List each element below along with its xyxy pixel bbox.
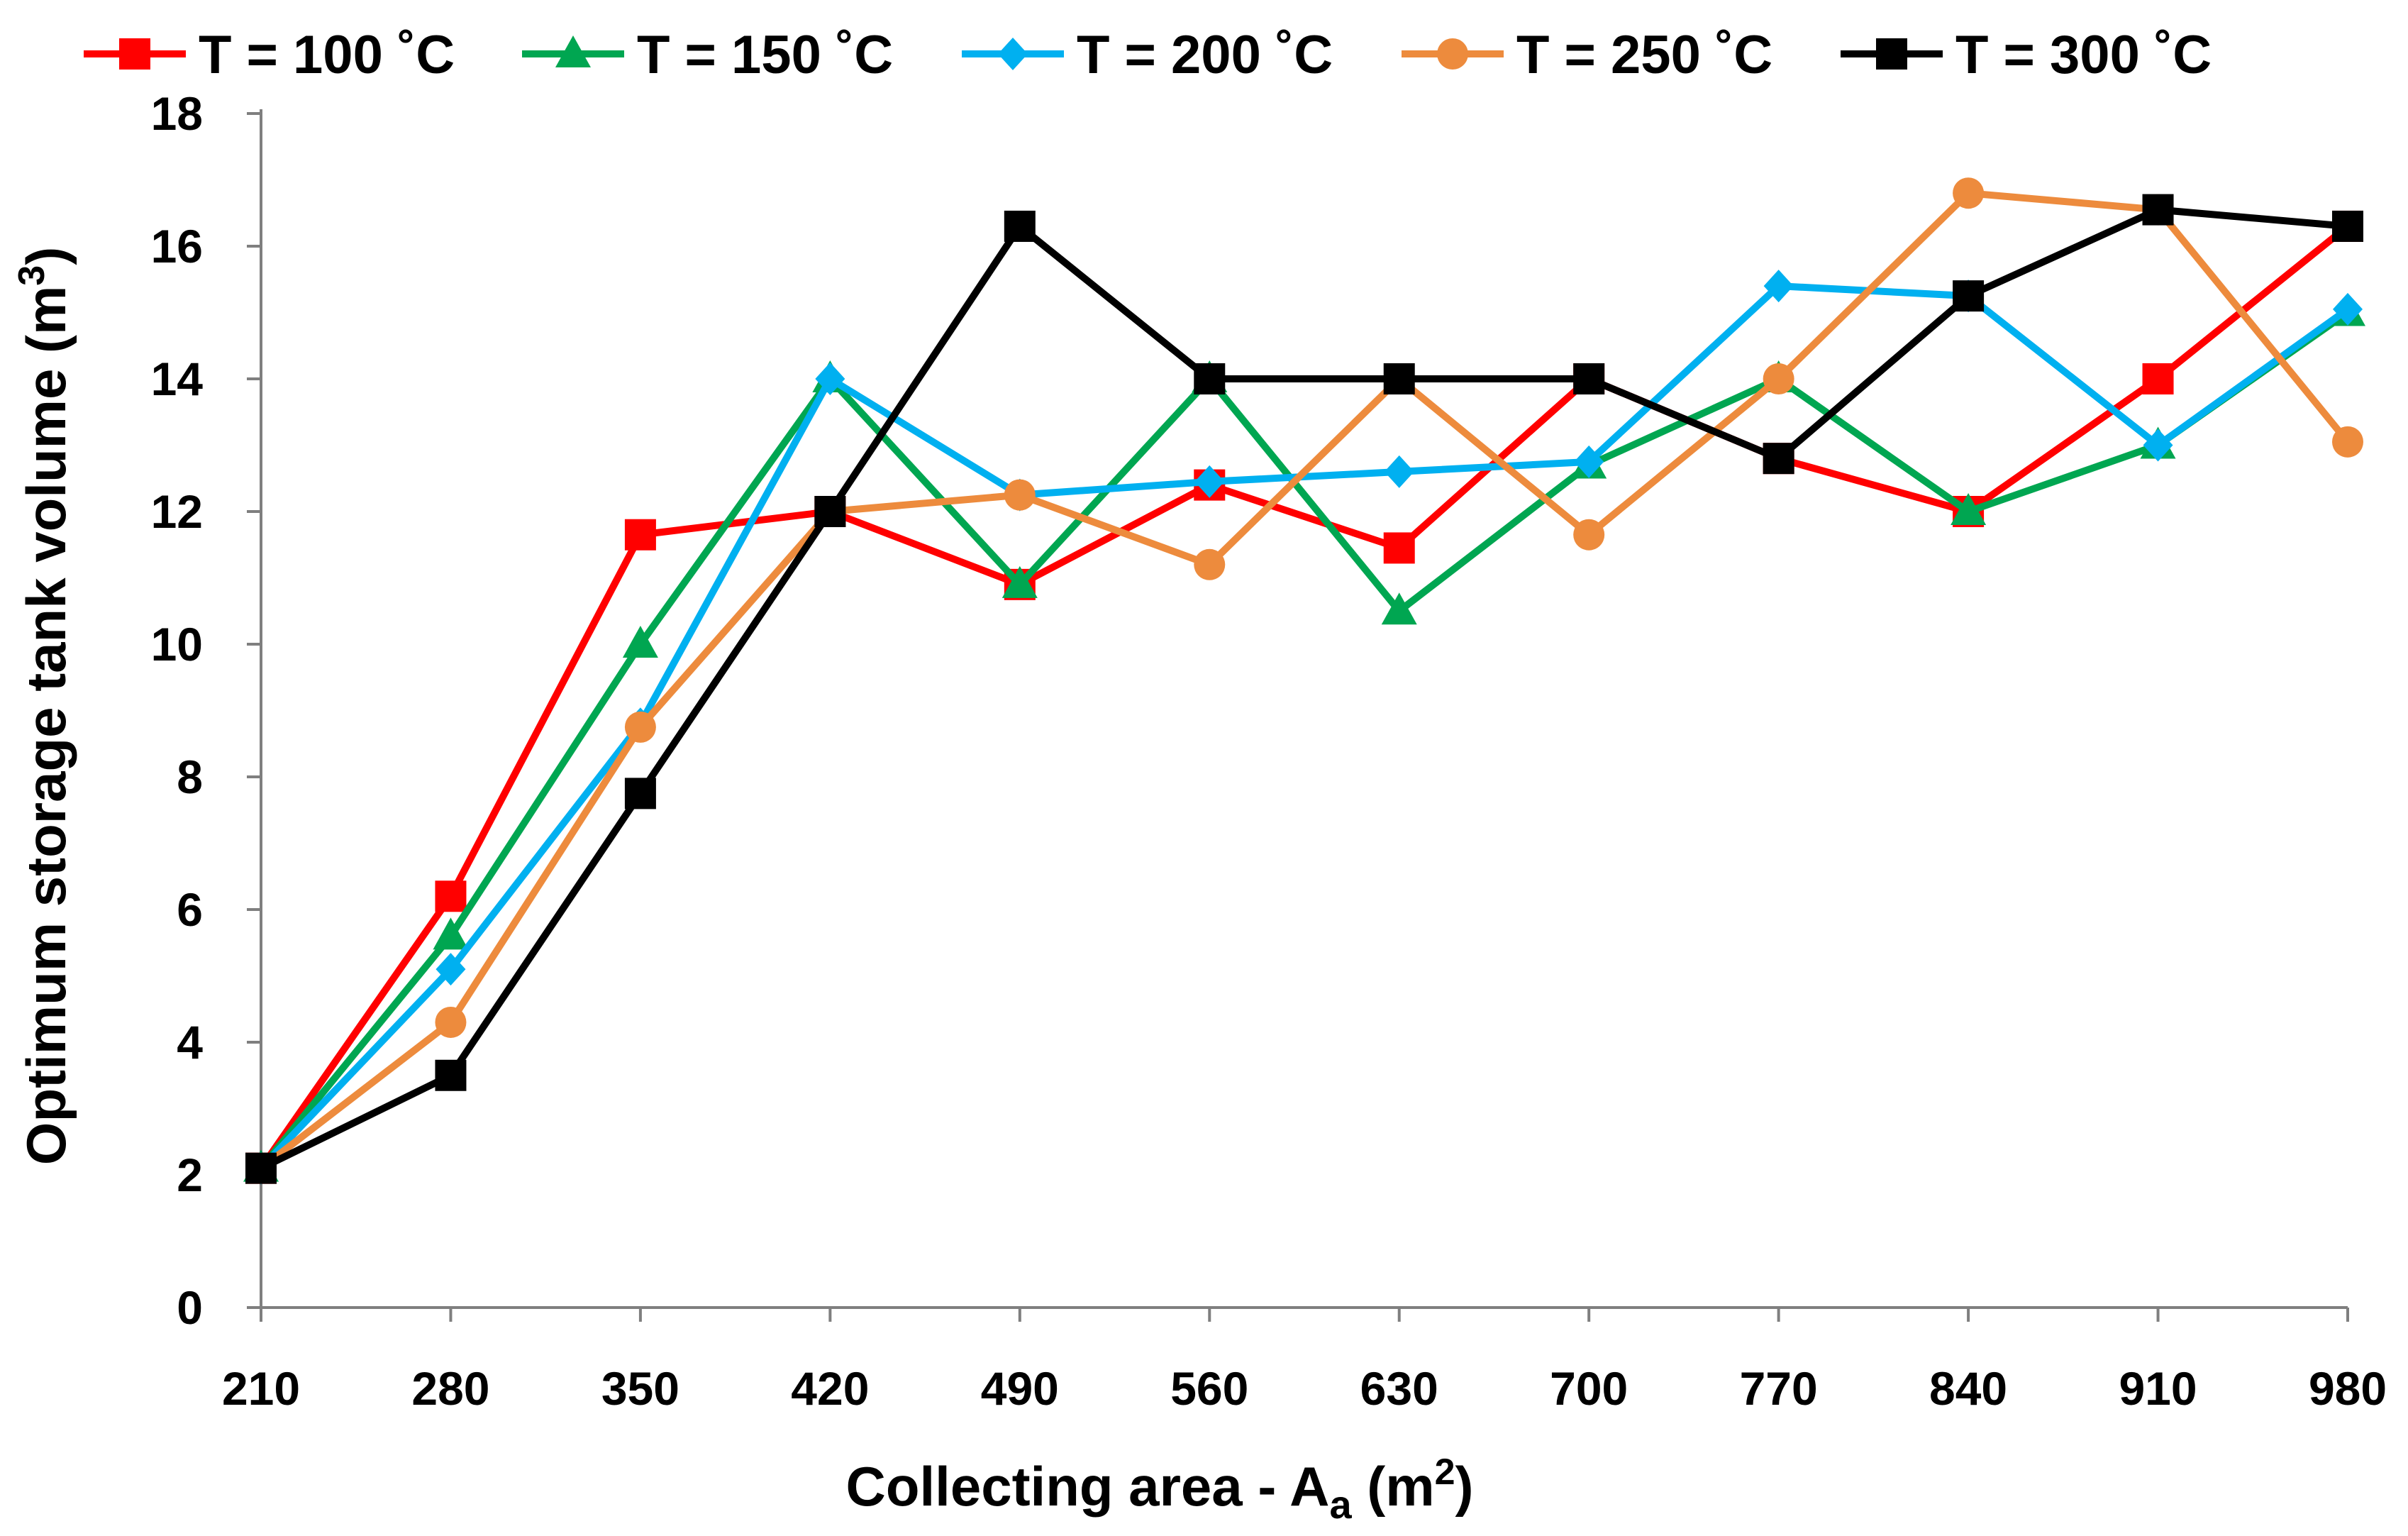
data-point	[1573, 363, 1605, 394]
data-point	[2333, 292, 2363, 326]
y-axis-ticks: 0 2 4 6 8 10 12 14 16 18	[151, 87, 261, 1334]
data-point	[624, 778, 656, 810]
data-point	[1953, 280, 1985, 312]
legend-label: T = 200 ˚C	[1077, 25, 1333, 85]
x-tick-label: 840	[1929, 1362, 2007, 1415]
series-line	[257, 309, 2351, 1172]
data-point	[814, 496, 846, 527]
data-point	[1004, 479, 1036, 511]
x-tick-label: 910	[2119, 1362, 2197, 1415]
data-point	[815, 363, 845, 395]
series-3	[246, 270, 2363, 1185]
series-line	[257, 222, 2351, 1172]
x-axis-ticks: 210 280 350 420 490 560 630 700 770 840 910 980	[222, 1308, 2387, 1415]
data-point	[1573, 519, 1605, 551]
y-tick-label: 8	[177, 751, 203, 803]
legend-marker	[119, 38, 150, 70]
data-point	[2332, 210, 2363, 242]
x-axis-title: Collecting area - Aa (m2)	[846, 1452, 1474, 1527]
data-point	[435, 1059, 467, 1091]
data-point	[1763, 270, 1794, 303]
legend-item-3: T = 200 ˚C	[962, 25, 1333, 85]
series-layer	[243, 177, 2365, 1185]
legend-marker	[998, 38, 1028, 70]
y-tick-label: 12	[151, 485, 203, 538]
y-tick-label: 10	[151, 618, 203, 670]
x-tick-label: 210	[222, 1362, 300, 1415]
data-point	[1194, 465, 1225, 498]
data-point	[2142, 194, 2174, 226]
data-point	[435, 1006, 467, 1038]
series-line	[257, 189, 2351, 1172]
x-tick-label: 490	[981, 1362, 1059, 1415]
data-point	[1384, 455, 1414, 488]
y-tick-label: 4	[177, 1016, 203, 1068]
data-point	[2143, 429, 2173, 462]
data-point	[435, 880, 467, 912]
x-tick-label: 280	[411, 1362, 489, 1415]
y-axis-title: Optimum storage tank volume (m3)	[11, 247, 77, 1165]
data-point	[622, 626, 658, 658]
data-point	[1383, 363, 1415, 394]
x-tick-label: 630	[1360, 1362, 1438, 1415]
y-tick-label: 14	[151, 353, 204, 405]
y-tick-label: 2	[177, 1149, 203, 1201]
data-point	[1194, 363, 1226, 394]
series-line	[257, 206, 2351, 1172]
axes	[260, 109, 2348, 1309]
data-point	[1194, 548, 1226, 580]
data-point	[435, 953, 466, 986]
legend-item-1: T = 100 ˚C	[84, 25, 455, 85]
x-tick-label: 560	[1170, 1362, 1248, 1415]
y-tick-label: 16	[151, 220, 203, 272]
legend-label: T = 300 ˚C	[1955, 25, 2212, 85]
data-point	[1381, 592, 1417, 625]
legend-label: T = 250 ˚C	[1516, 25, 1772, 85]
data-point	[245, 1152, 277, 1184]
legend-marker	[1876, 38, 1907, 70]
y-tick-label: 6	[177, 883, 203, 936]
legend-label: T = 100 ˚C	[199, 25, 455, 85]
data-point	[1383, 532, 1415, 564]
legend-marker	[555, 35, 591, 67]
data-point	[2332, 426, 2363, 458]
y-tick-label: 18	[151, 87, 203, 140]
legend-item-4: T = 250 ˚C	[1402, 25, 1772, 85]
data-point	[1002, 565, 1038, 598]
data-point	[624, 519, 656, 551]
data-point	[1574, 445, 1604, 478]
data-point	[433, 917, 469, 950]
y-tick-label: 0	[177, 1281, 203, 1334]
legend-item-2: T = 150 ˚C	[522, 25, 893, 85]
x-tick-label: 770	[1740, 1362, 1818, 1415]
legend: T = 100 ˚C T = 150 ˚C T = 200 ˚C T = 250 ˚C…	[84, 25, 2212, 85]
data-point	[2142, 363, 2174, 394]
legend-marker	[1437, 38, 1468, 70]
data-point	[1004, 210, 1036, 242]
series-2	[243, 294, 2365, 1182]
x-tick-label: 350	[601, 1362, 679, 1415]
series-5	[245, 194, 2363, 1184]
x-tick-label: 980	[2309, 1362, 2387, 1415]
data-point	[1951, 493, 1987, 525]
x-tick-label: 700	[1550, 1362, 1628, 1415]
data-point	[1763, 363, 1794, 394]
legend-label: T = 150 ˚C	[637, 25, 893, 85]
data-point	[1763, 443, 1794, 475]
data-point	[624, 711, 656, 743]
series-line	[257, 282, 2351, 1172]
x-tick-label: 420	[791, 1362, 869, 1415]
data-point	[1953, 177, 1985, 209]
legend-item-5: T = 300 ˚C	[1841, 25, 2212, 85]
